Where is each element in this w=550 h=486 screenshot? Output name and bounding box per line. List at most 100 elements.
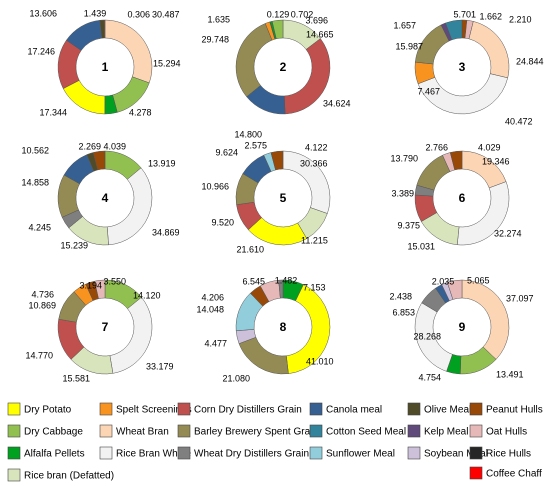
- legend-item-wheat-ddg: Wheat Dry Distillers Grain: [177, 446, 309, 460]
- slice-value-label: 10.966: [201, 181, 229, 191]
- slice-value-label: 2.210: [509, 14, 532, 24]
- legend-label: Oat Hulls: [486, 427, 527, 438]
- donut-slice-wheat-ddg: [278, 279, 284, 299]
- legend-item-alfalfa-pellets: Alfalfa Pellets: [7, 446, 85, 460]
- legend-swatch: [99, 446, 113, 460]
- slice-value-label: 4.754: [418, 372, 441, 382]
- donut-chart-8: 7.153 41.010 21.080 4.477 14.048 4.206 6.545 1.…: [196, 275, 333, 383]
- slice-value-label: 33.179: [146, 361, 174, 371]
- legend-item-canola-meal: Canola meal: [309, 402, 382, 416]
- slice-value-label: 1.662: [479, 11, 502, 21]
- slice-value-label: 19.346: [482, 156, 510, 166]
- slice-value-label: 4.278: [129, 107, 152, 117]
- slice-value-label: 28.268: [413, 331, 441, 341]
- legend-swatch: [7, 402, 21, 416]
- slice-value-label: 37.097: [506, 293, 534, 303]
- legend-swatch: [407, 446, 421, 460]
- donut-number: 7: [102, 320, 109, 334]
- donut-slice-wheat-bran: [104, 19, 153, 84]
- donut-charts: 30.487 15.294 4.278 17.344 17.246 13.606 1.439…: [21, 8, 543, 383]
- slice-value-label: 2.575: [244, 140, 267, 150]
- slice-value-label: 3.389: [391, 188, 414, 198]
- legend-item-barley-bsg: Barley Brewery Spent Grain: [177, 424, 318, 438]
- slice-value-label: 2.438: [389, 291, 412, 301]
- legend-label: Coffee Chaff: [486, 469, 542, 480]
- donut-slice-rice-bran-whole: [106, 167, 153, 246]
- slice-value-label: 14.770: [25, 350, 53, 360]
- legend-item-coffee-chaff: Coffee Chaff: [469, 466, 542, 480]
- slice-value-label: 15.294: [153, 58, 181, 68]
- donut-number: 2: [280, 60, 287, 74]
- legend-swatch: [99, 402, 113, 416]
- donut-slice-dry-potato: [286, 284, 331, 374]
- slice-value-label: 13.606: [29, 8, 57, 18]
- slice-value-label: 34.869: [152, 227, 180, 237]
- slice-value-label: 13.790: [390, 153, 418, 163]
- legend-label: Barley Brewery Spent Grain: [194, 427, 318, 438]
- legend-label: Rice Bran Whole: [116, 449, 191, 460]
- slice-value-label: 4.736: [31, 289, 54, 299]
- slice-value-label: 5.065: [467, 275, 490, 285]
- legend-swatch: [309, 402, 323, 416]
- legend-swatch: [469, 466, 483, 480]
- donut-slice-barley-bsg: [235, 23, 273, 98]
- slice-value-label: 15.239: [60, 240, 88, 250]
- legend-swatch: [177, 446, 191, 460]
- legend-item-cotton-seed-meal: Cotton Seed Meal: [309, 424, 406, 438]
- slice-value-label: 41.010: [306, 356, 334, 366]
- slice-value-label: 5.701: [453, 9, 476, 19]
- donut-slice-peanut-hulls: [449, 150, 463, 171]
- donut-chart-3: 1.662 2.210 24.844 40.472 7.467 15.987 1.657 5.…: [393, 9, 543, 126]
- slice-value-label: 9.520: [211, 217, 234, 227]
- legend-item-dry-potato: Dry Potato: [7, 402, 72, 416]
- slice-value-label: 14.665: [306, 29, 334, 39]
- donut-number: 1: [102, 60, 109, 74]
- legend-swatch: [99, 424, 113, 438]
- slice-value-label: 10.562: [21, 145, 49, 155]
- legend-label: Dry Cabbage: [24, 427, 83, 438]
- legend-label: Rice Hulls: [486, 449, 531, 460]
- legend-swatch: [7, 424, 21, 438]
- slice-value-label: 2.269: [78, 141, 101, 151]
- legend-swatch: [7, 446, 21, 460]
- slice-value-label: 13.919: [148, 158, 176, 168]
- slice-value-label: 40.472: [505, 116, 533, 126]
- slice-value-label: 17.246: [27, 46, 55, 56]
- legend-swatch: [469, 402, 483, 416]
- donut-slice-peanut-hulls: [92, 150, 106, 171]
- slice-value-label: 14.858: [21, 177, 49, 187]
- slice-value-label: 4.477: [204, 338, 227, 348]
- legend-label: Cotton Seed Meal: [326, 427, 406, 438]
- slice-value-label: 1.635: [207, 14, 230, 24]
- legend-swatch: [407, 424, 421, 438]
- slice-value-label: 29.748: [201, 34, 229, 44]
- donut-chart-9: 37.097 13.491 4.754 28.268 6.853 2.438 2.035 5.…: [389, 275, 533, 382]
- legend-label: Canola meal: [326, 405, 382, 416]
- donut-slice-wheat-bran: [468, 21, 510, 79]
- slice-value-label: 32.274: [494, 228, 522, 238]
- slice-value-label: 17.344: [39, 107, 67, 117]
- legend-item-kelp-meal: Kelp Meal: [407, 424, 468, 438]
- donut-slice-peanut-hulls: [270, 150, 284, 171]
- slice-value-label: 14.120: [133, 290, 161, 300]
- legend-label: Kelp Meal: [424, 427, 468, 438]
- donut-slice-oat-hulls: [446, 279, 463, 300]
- legend-item-peanut-hulls: Peanut Hulls: [469, 402, 543, 416]
- legend-item-oat-hulls: Oat Hulls: [469, 424, 527, 438]
- legend-item-corn-ddg: Corn Dry Distillers Grain: [177, 402, 302, 416]
- slice-value-label: 21.610: [236, 244, 264, 254]
- slice-value-label: 1.657: [393, 20, 416, 30]
- legend-label: Peanut Hulls: [486, 405, 543, 416]
- slice-value-label: 30.487: [152, 9, 180, 19]
- slice-value-label: 14.800: [234, 129, 262, 139]
- donut-chart-2: 14.665 34.624 14.800 29.748 1.635 0.129 0.7023…: [201, 9, 350, 139]
- slice-value-label: 1.439: [84, 8, 107, 18]
- donut-number: 4: [102, 191, 109, 205]
- legend-swatch: [177, 402, 191, 416]
- legend-item-wheat-bran: Wheat Bran: [99, 424, 169, 438]
- legend-label: Dry Potato: [24, 405, 72, 416]
- donut-slice-peanut-hulls: [103, 19, 106, 39]
- legend-label: Wheat Bran: [116, 427, 169, 438]
- legend-swatch: [469, 446, 483, 460]
- slice-value-label: 1.482: [275, 275, 298, 285]
